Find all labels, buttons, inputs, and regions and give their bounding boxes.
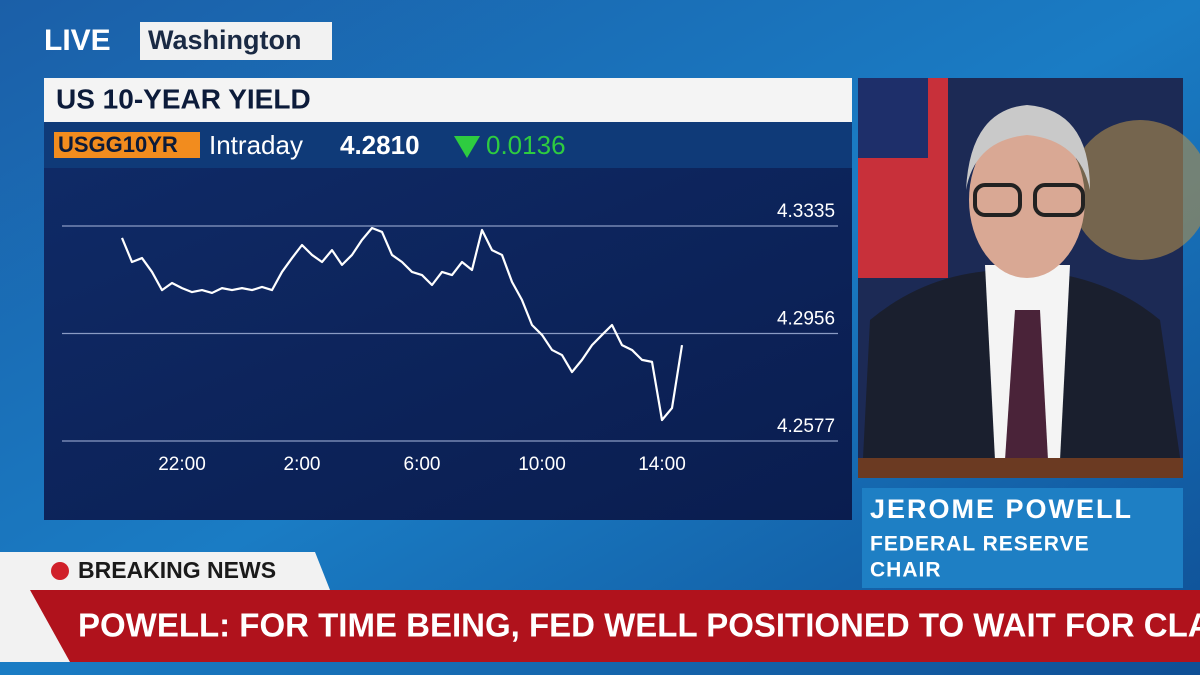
headline: POWELL: FOR TIME BEING, FED WELL POSITIO… <box>78 607 1200 644</box>
x-tick-label: 6:00 <box>404 454 441 475</box>
glasses-right <box>1033 183 1085 217</box>
headline-accent <box>0 590 70 662</box>
ticker-box <box>54 132 200 158</box>
location-box <box>140 22 332 60</box>
y-tick-label: 4.2577 <box>777 416 835 437</box>
glasses-left <box>973 183 1022 217</box>
tie <box>1005 310 1048 460</box>
speaker-name: JEROME POWELL <box>870 494 1133 524</box>
speaker-role: CHAIR <box>870 559 942 582</box>
live-label: LIVE <box>44 24 111 57</box>
breaking-label: BREAKING NEWS <box>78 557 276 583</box>
podium <box>858 458 1183 478</box>
x-tick-label: 22:00 <box>158 454 206 475</box>
plot: 4.3335 4.2956 4.2577 22:00 2:00 6:00 10:00 14:0… <box>62 201 838 475</box>
x-tick-label: 14:00 <box>638 454 686 475</box>
yield-line <box>120 226 684 422</box>
y-tick-label: 4.2956 <box>777 309 835 330</box>
speaker-role: FEDERAL RESERVE <box>870 533 1090 556</box>
period: Intraday <box>209 130 303 160</box>
x-tick-label: 10:00 <box>518 454 566 475</box>
chart-panel <box>44 168 852 520</box>
breaking-tab <box>0 552 330 590</box>
face <box>969 122 1085 278</box>
chart-title: US 10-YEAR YIELD <box>56 83 311 114</box>
change-arrow <box>454 136 480 158</box>
flag-canton <box>858 78 928 158</box>
change-value: 0.0136 <box>486 130 566 160</box>
seal <box>1070 120 1200 260</box>
y-tick-label: 4.3335 <box>777 201 835 222</box>
location: Washington <box>148 25 301 55</box>
last-value: 4.2810 <box>340 130 420 160</box>
speaker-video <box>858 78 1200 478</box>
breaking-dot <box>51 562 69 580</box>
hair <box>966 105 1090 190</box>
headline-bar <box>0 590 1200 662</box>
title-bar <box>44 78 852 122</box>
name-box <box>862 488 1183 588</box>
ticker: USGG10YR <box>58 132 178 157</box>
x-tick-label: 2:00 <box>284 454 321 475</box>
